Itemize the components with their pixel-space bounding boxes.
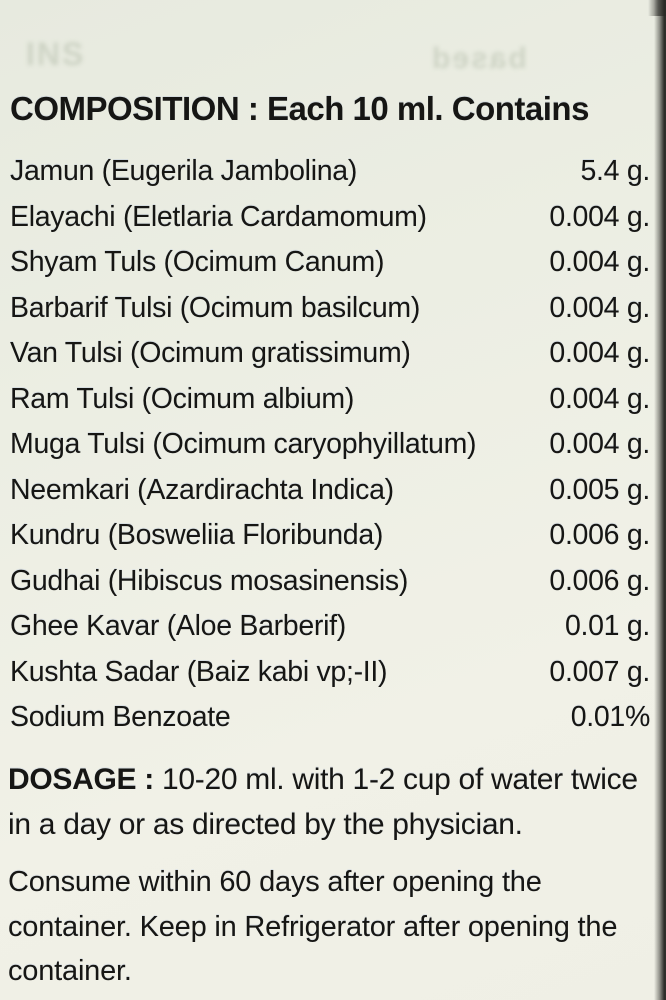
ingredient-row: Muga Tulsi (Ocimum caryophyillatum) 0.00…: [10, 422, 650, 468]
ingredient-name: Shyam Tuls (Ocimum Canum): [10, 246, 385, 279]
ingredient-name: Muga Tulsi (Ocimum caryophyillatum): [10, 428, 477, 461]
ingredient-amount: 0.007 g.: [549, 655, 650, 688]
ingredient-amount: 0.004 g.: [549, 291, 650, 324]
ingredient-row: Gudhai (Hibiscus mosasinensis) 0.006 g.: [10, 559, 650, 605]
ingredient-name: Elayachi (Eletlaria Cardamomum): [10, 200, 427, 233]
dosage-text: 10-20 ml. with 1-2 cup of water twice in…: [8, 763, 638, 841]
ingredient-row: Shyam Tuls (Ocimum Canum) 0.004 g.: [10, 240, 650, 286]
ingredient-name: Kundru (Bosweliia Floribunda): [10, 519, 384, 552]
ingredient-row: Elayachi (Eletlaria Cardamomum) 0.004 g.: [10, 195, 650, 241]
ingredient-name: Barbarif Tulsi (Ocimum basilcum): [10, 291, 421, 324]
dosage-section: DOSAGE : 10-20 ml. with 1-2 cup of water…: [8, 757, 652, 847]
ingredient-amount: 0.004 g.: [549, 337, 650, 370]
ingredient-row: Kushta Sadar (Baiz kabi vp;-II) 0.007 g.: [10, 650, 650, 696]
ingredient-amount: 0.005 g.: [549, 473, 650, 506]
ingredient-row: Ram Tulsi (Ocimum albium) 0.004 g.: [10, 377, 650, 423]
showthrough-text-left: INS: [26, 36, 86, 72]
ingredient-amount: 0.004 g.: [549, 428, 650, 461]
ingredient-name: Sodium Benzoate: [10, 701, 231, 734]
ingredient-amount: 0.01%: [570, 701, 651, 734]
ingredient-row: Sodium Benzoate 0.01%: [10, 695, 650, 741]
ingredient-amount: 0.01 g.: [564, 610, 650, 643]
storage-instructions: Consume within 60 days after opening the…: [8, 866, 618, 987]
ingredient-name: Ram Tulsi (Ocimum albium): [10, 382, 355, 415]
ingredient-name: Van Tulsi (Ocimum gratissimum): [10, 337, 411, 370]
ingredient-row: Kundru (Bosweliia Floribunda) 0.006 g.: [10, 513, 650, 559]
ingredient-amount: 0.004 g.: [549, 382, 650, 415]
ingredient-amount: 0.004 g.: [549, 246, 650, 279]
ingredient-name: Jamun (Eugerila Jambolina): [10, 155, 358, 188]
composition-heading: COMPOSITION : Each 10 ml. Contains: [10, 90, 589, 127]
ingredient-name: Neemkari (Azardirachta Indica): [10, 473, 394, 506]
ingredient-row: Jamun (Eugerila Jambolina) 5.4 g.: [10, 149, 650, 195]
ingredient-amount: 0.006 g.: [549, 564, 650, 597]
ingredient-name: Kushta Sadar (Baiz kabi vp;-II): [10, 655, 388, 688]
ingredient-name: Ghee Kavar (Aloe Barberif): [10, 610, 346, 643]
dosage-label: DOSAGE :: [8, 763, 154, 796]
ingredient-row: Neemkari (Azardirachta Indica) 0.005 g.: [10, 468, 650, 514]
ingredient-amount: 0.006 g.: [549, 519, 650, 552]
ingredient-row: Van Tulsi (Ocimum gratissimum) 0.004 g.: [10, 331, 650, 377]
ingredient-amount: 0.004 g.: [549, 200, 650, 233]
ingredient-amount: 5.4 g.: [580, 155, 650, 188]
ingredient-list: Jamun (Eugerila Jambolina) 5.4 g. Elayac…: [10, 149, 650, 741]
ingredient-row: Barbarif Tulsi (Ocimum basilcum) 0.004 g…: [10, 286, 650, 332]
ingredient-row: Ghee Kavar (Aloe Barberif) 0.01 g.: [10, 604, 650, 650]
showthrough-text-right: based: [430, 42, 527, 75]
ingredient-name: Gudhai (Hibiscus mosasinensis): [10, 564, 409, 597]
photo-edge-shadow: [648, 0, 666, 1000]
